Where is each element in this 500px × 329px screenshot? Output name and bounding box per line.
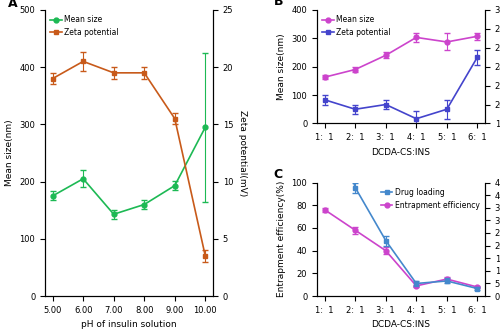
X-axis label: DCDA-CS:INS: DCDA-CS:INS	[372, 148, 430, 157]
Line: Zeta potential: Zeta potential	[322, 55, 480, 121]
X-axis label: pH of insulin solution: pH of insulin solution	[81, 320, 177, 329]
Zeta potential	[141, 71, 147, 75]
Zeta potential	[80, 60, 86, 63]
Drug loading	[474, 287, 480, 291]
Mean size	[110, 212, 116, 216]
Zeta potential	[444, 107, 450, 111]
Mean size	[322, 75, 328, 79]
X-axis label: DCDA-CS:INS: DCDA-CS:INS	[372, 320, 430, 329]
Entrapment efficiency	[352, 228, 358, 232]
Legend: Mean size, Zeta potential: Mean size, Zeta potential	[49, 14, 120, 38]
Y-axis label: Mean size(nm): Mean size(nm)	[277, 33, 286, 100]
Line: Drug loading: Drug loading	[322, 79, 480, 291]
Mean size	[414, 36, 420, 39]
Entrapment efficiency	[444, 277, 450, 281]
Line: Mean size: Mean size	[322, 34, 480, 80]
Drug loading	[383, 239, 389, 242]
Drug loading	[444, 279, 450, 283]
Mean size	[50, 194, 56, 198]
Zeta potential	[474, 55, 480, 59]
Mean size	[141, 203, 147, 207]
Mean size	[383, 53, 389, 57]
Zeta potential	[383, 103, 389, 107]
Line: Zeta potential: Zeta potential	[50, 59, 207, 259]
Y-axis label: Zeta potential(mV): Zeta potential(mV)	[238, 110, 247, 196]
Entrapment efficiency	[322, 208, 328, 212]
Y-axis label: Mean size(nm): Mean size(nm)	[5, 120, 14, 186]
Mean size	[474, 34, 480, 38]
Zeta potential	[110, 71, 116, 75]
Entrapment efficiency	[414, 284, 420, 288]
Line: Mean size: Mean size	[50, 125, 207, 217]
Legend: Drug loading, Entrapment efficiency: Drug loading, Entrapment efficiency	[380, 186, 481, 211]
Zeta potential	[322, 98, 328, 102]
Text: C: C	[274, 168, 282, 181]
Text: B: B	[274, 0, 283, 8]
Drug loading	[352, 186, 358, 190]
Drug loading	[322, 80, 328, 84]
Mean size	[202, 125, 208, 129]
Drug loading	[414, 282, 420, 286]
Zeta potential	[414, 117, 420, 121]
Text: A: A	[8, 0, 18, 10]
Mean size	[444, 40, 450, 44]
Entrapment efficiency	[474, 285, 480, 289]
Entrapment efficiency	[383, 249, 389, 253]
Mean size	[172, 184, 178, 188]
Line: Entrapment efficiency: Entrapment efficiency	[322, 207, 480, 290]
Zeta potential	[50, 77, 56, 81]
Mean size	[352, 67, 358, 71]
Zeta potential	[172, 117, 178, 121]
Zeta potential	[202, 254, 208, 258]
Mean size	[80, 177, 86, 181]
Zeta potential	[352, 107, 358, 111]
Legend: Mean size, Zeta potential: Mean size, Zeta potential	[321, 14, 392, 38]
Y-axis label: Entrapment efficiency(%): Entrapment efficiency(%)	[277, 181, 286, 297]
